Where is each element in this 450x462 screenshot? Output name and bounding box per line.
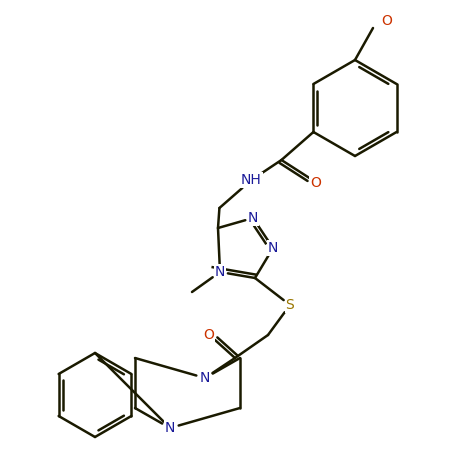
- Text: S: S: [286, 298, 294, 312]
- Text: N: N: [215, 265, 225, 279]
- Text: N: N: [165, 421, 175, 435]
- Text: O: O: [310, 176, 321, 190]
- Text: O: O: [203, 328, 215, 342]
- Text: N: N: [200, 371, 210, 385]
- Text: N: N: [248, 211, 258, 225]
- Text: O: O: [381, 14, 392, 28]
- Text: NH: NH: [241, 173, 262, 187]
- Text: N: N: [268, 241, 278, 255]
